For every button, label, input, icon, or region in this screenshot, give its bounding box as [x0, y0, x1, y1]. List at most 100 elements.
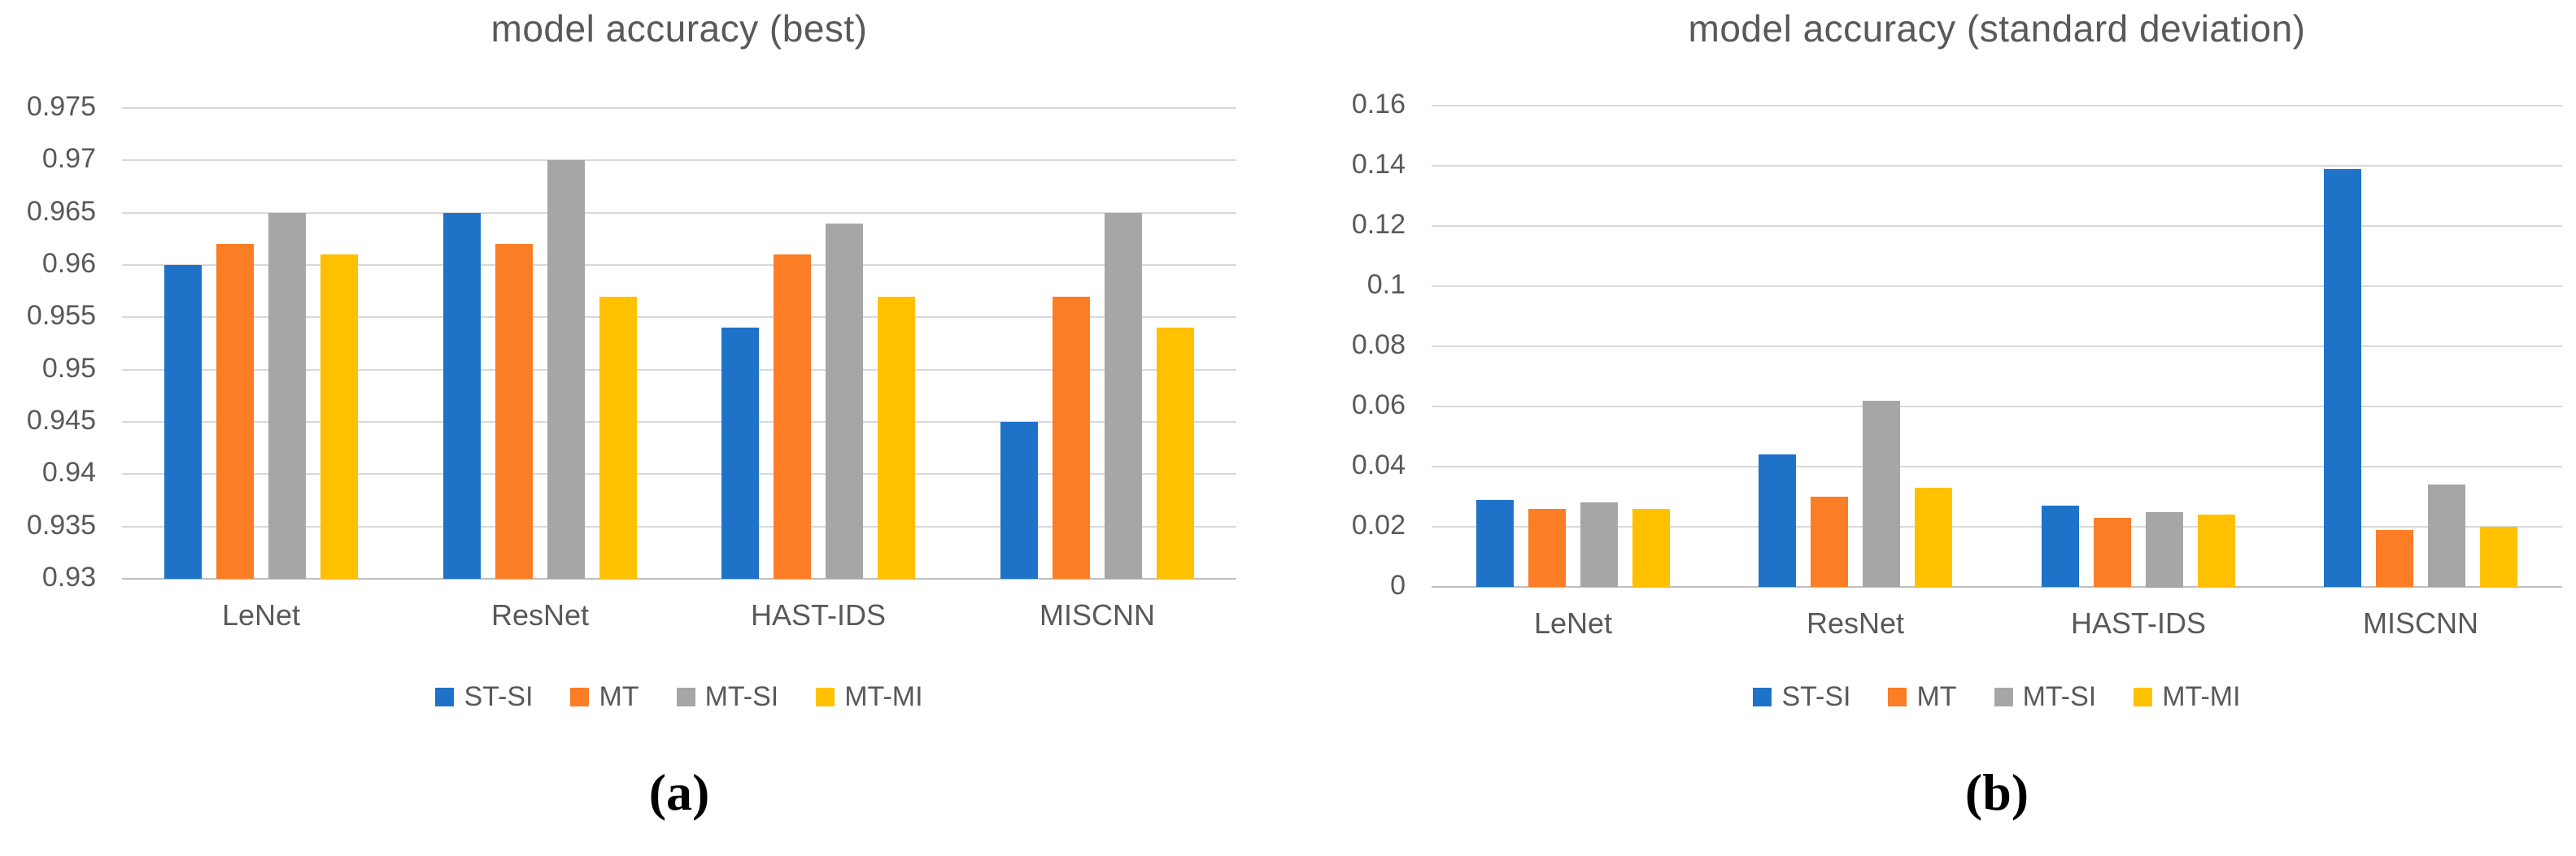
y-tick-label: 0.08: [1351, 329, 1406, 360]
gridline: [1432, 345, 2562, 347]
y-tick-label: 0.96: [41, 248, 96, 279]
x-category-label: LeNet: [1533, 606, 1613, 640]
chart-b-caption: (b): [1964, 763, 2029, 821]
bar-st-si-hast-ids: [721, 328, 759, 579]
y-tick-label: 0.14: [1351, 149, 1406, 180]
gridline: [122, 316, 1236, 318]
gridline: [122, 421, 1236, 423]
legend-item-mt: MT: [570, 681, 639, 713]
bar-mt-lenet: [1528, 509, 1566, 587]
bar-mt-lenet: [216, 244, 254, 579]
bar-mt-si-lenet: [268, 213, 306, 579]
gridline: [122, 264, 1236, 266]
bar-mt-hast-ids: [774, 254, 811, 579]
legend-item-mt: MT: [1888, 681, 1957, 713]
y-tick-label: 0.93: [41, 562, 96, 593]
legend-label: MT: [599, 681, 639, 712]
bar-mt-mi-lenet: [1632, 509, 1670, 587]
legend-label: MT-MI: [2162, 681, 2241, 712]
y-tick-label: 0.94: [41, 457, 96, 488]
y-tick-label: 0.06: [1351, 389, 1406, 420]
chart-a-legend: ST-SI MT MT-SI MT-MI: [122, 681, 1236, 713]
legend-item-mt-si: MT-SI: [676, 681, 779, 713]
bar-mt-miscnn: [1053, 297, 1090, 579]
legend-swatch-icon: [676, 688, 695, 706]
bar-mt-miscnn: [2376, 530, 2413, 587]
bar-mt-si-resnet: [1863, 401, 1900, 587]
bar-mt-si-hast-ids: [2146, 512, 2183, 588]
x-category-label: LeNet: [221, 598, 301, 632]
gridline: [1432, 285, 2562, 287]
bar-st-si-resnet: [443, 213, 481, 579]
gridline: [122, 526, 1236, 528]
legend-item-st-si: ST-SI: [1753, 681, 1850, 713]
y-tick-label: 0.955: [26, 300, 96, 331]
bar-st-si-resnet: [1759, 454, 1796, 587]
bar-mt-resnet: [1811, 497, 1848, 587]
bar-mt-si-lenet: [1580, 502, 1618, 587]
legend-swatch-icon: [816, 688, 835, 706]
legend-swatch-icon: [2134, 688, 2153, 706]
gridline: [1432, 466, 2562, 467]
legend-label: MT-SI: [704, 681, 779, 712]
gridline: [1432, 526, 2562, 528]
chart-b-title: model accuracy (standard deviation): [1688, 7, 2306, 50]
x-category-label: ResNet: [490, 598, 590, 632]
bar-st-si-lenet: [1476, 500, 1514, 587]
gridline: [122, 212, 1236, 214]
bar-mt-mi-hast-ids: [878, 297, 915, 579]
y-tick-label: 0.945: [26, 405, 96, 436]
chart-a-title: model accuracy (best): [490, 7, 868, 50]
legend-item-mt-mi: MT-MI: [816, 681, 923, 713]
legend-swatch-icon: [570, 688, 590, 706]
bar-mt-mi-resnet: [1915, 488, 1952, 587]
x-axis-line: [122, 578, 1236, 580]
x-category-label: MISCNN: [2363, 606, 2478, 640]
bar-mt-mi-miscnn: [1157, 328, 1194, 579]
legend-swatch-icon: [435, 688, 455, 706]
legend-item-mt-mi: MT-MI: [2134, 681, 2241, 713]
y-tick-label: 0.975: [26, 91, 96, 122]
legend-swatch-icon: [1753, 688, 1772, 706]
gridline: [122, 107, 1236, 109]
gridline: [122, 159, 1236, 161]
gridline: [1432, 105, 2562, 106]
bar-st-si-lenet: [164, 265, 202, 579]
bar-mt-mi-resnet: [599, 297, 637, 579]
legend-swatch-icon: [1888, 688, 1907, 706]
y-tick-label: 0.04: [1351, 450, 1406, 480]
y-tick-label: 0.95: [41, 353, 96, 384]
legend-label: MT: [1916, 681, 1957, 712]
gridline: [122, 369, 1236, 371]
y-tick-label: 0.12: [1351, 209, 1406, 240]
gridline: [1432, 165, 2562, 167]
legend-label: MT-SI: [2022, 681, 2097, 712]
y-tick-label: 0.16: [1351, 89, 1406, 119]
bar-st-si-miscnn: [1000, 422, 1038, 579]
y-tick-label: 0.02: [1351, 510, 1406, 541]
bar-mt-si-hast-ids: [826, 224, 863, 579]
bar-st-si-miscnn: [2324, 169, 2361, 587]
x-axis-line: [1432, 586, 2562, 588]
y-tick-label: 0.965: [26, 196, 96, 227]
bar-mt-mi-miscnn: [2480, 527, 2517, 587]
bar-mt-si-miscnn: [1105, 213, 1142, 579]
bar-mt-mi-lenet: [320, 254, 358, 579]
x-category-label: MISCNN: [1040, 598, 1155, 632]
y-tick-label: 0.97: [41, 143, 96, 174]
bar-mt-hast-ids: [2094, 518, 2131, 587]
legend-item-mt-si: MT-SI: [1994, 681, 2097, 713]
legend-swatch-icon: [1994, 688, 2013, 706]
bar-mt-resnet: [495, 244, 533, 579]
legend-label: MT-MI: [844, 681, 923, 712]
legend-label: ST-SI: [1781, 681, 1851, 712]
y-tick-label: 0.935: [26, 510, 96, 541]
x-category-label: ResNet: [1806, 606, 1905, 640]
bar-mt-si-miscnn: [2428, 484, 2465, 587]
gridline: [122, 473, 1236, 475]
y-tick-label: 0.1: [1366, 269, 1406, 300]
gridline: [1432, 406, 2562, 407]
bar-mt-si-resnet: [547, 160, 585, 579]
legend-label: ST-SI: [464, 681, 534, 712]
chart-b-panel: model accuracy (standard deviation) ST-S…: [1288, 0, 2576, 856]
